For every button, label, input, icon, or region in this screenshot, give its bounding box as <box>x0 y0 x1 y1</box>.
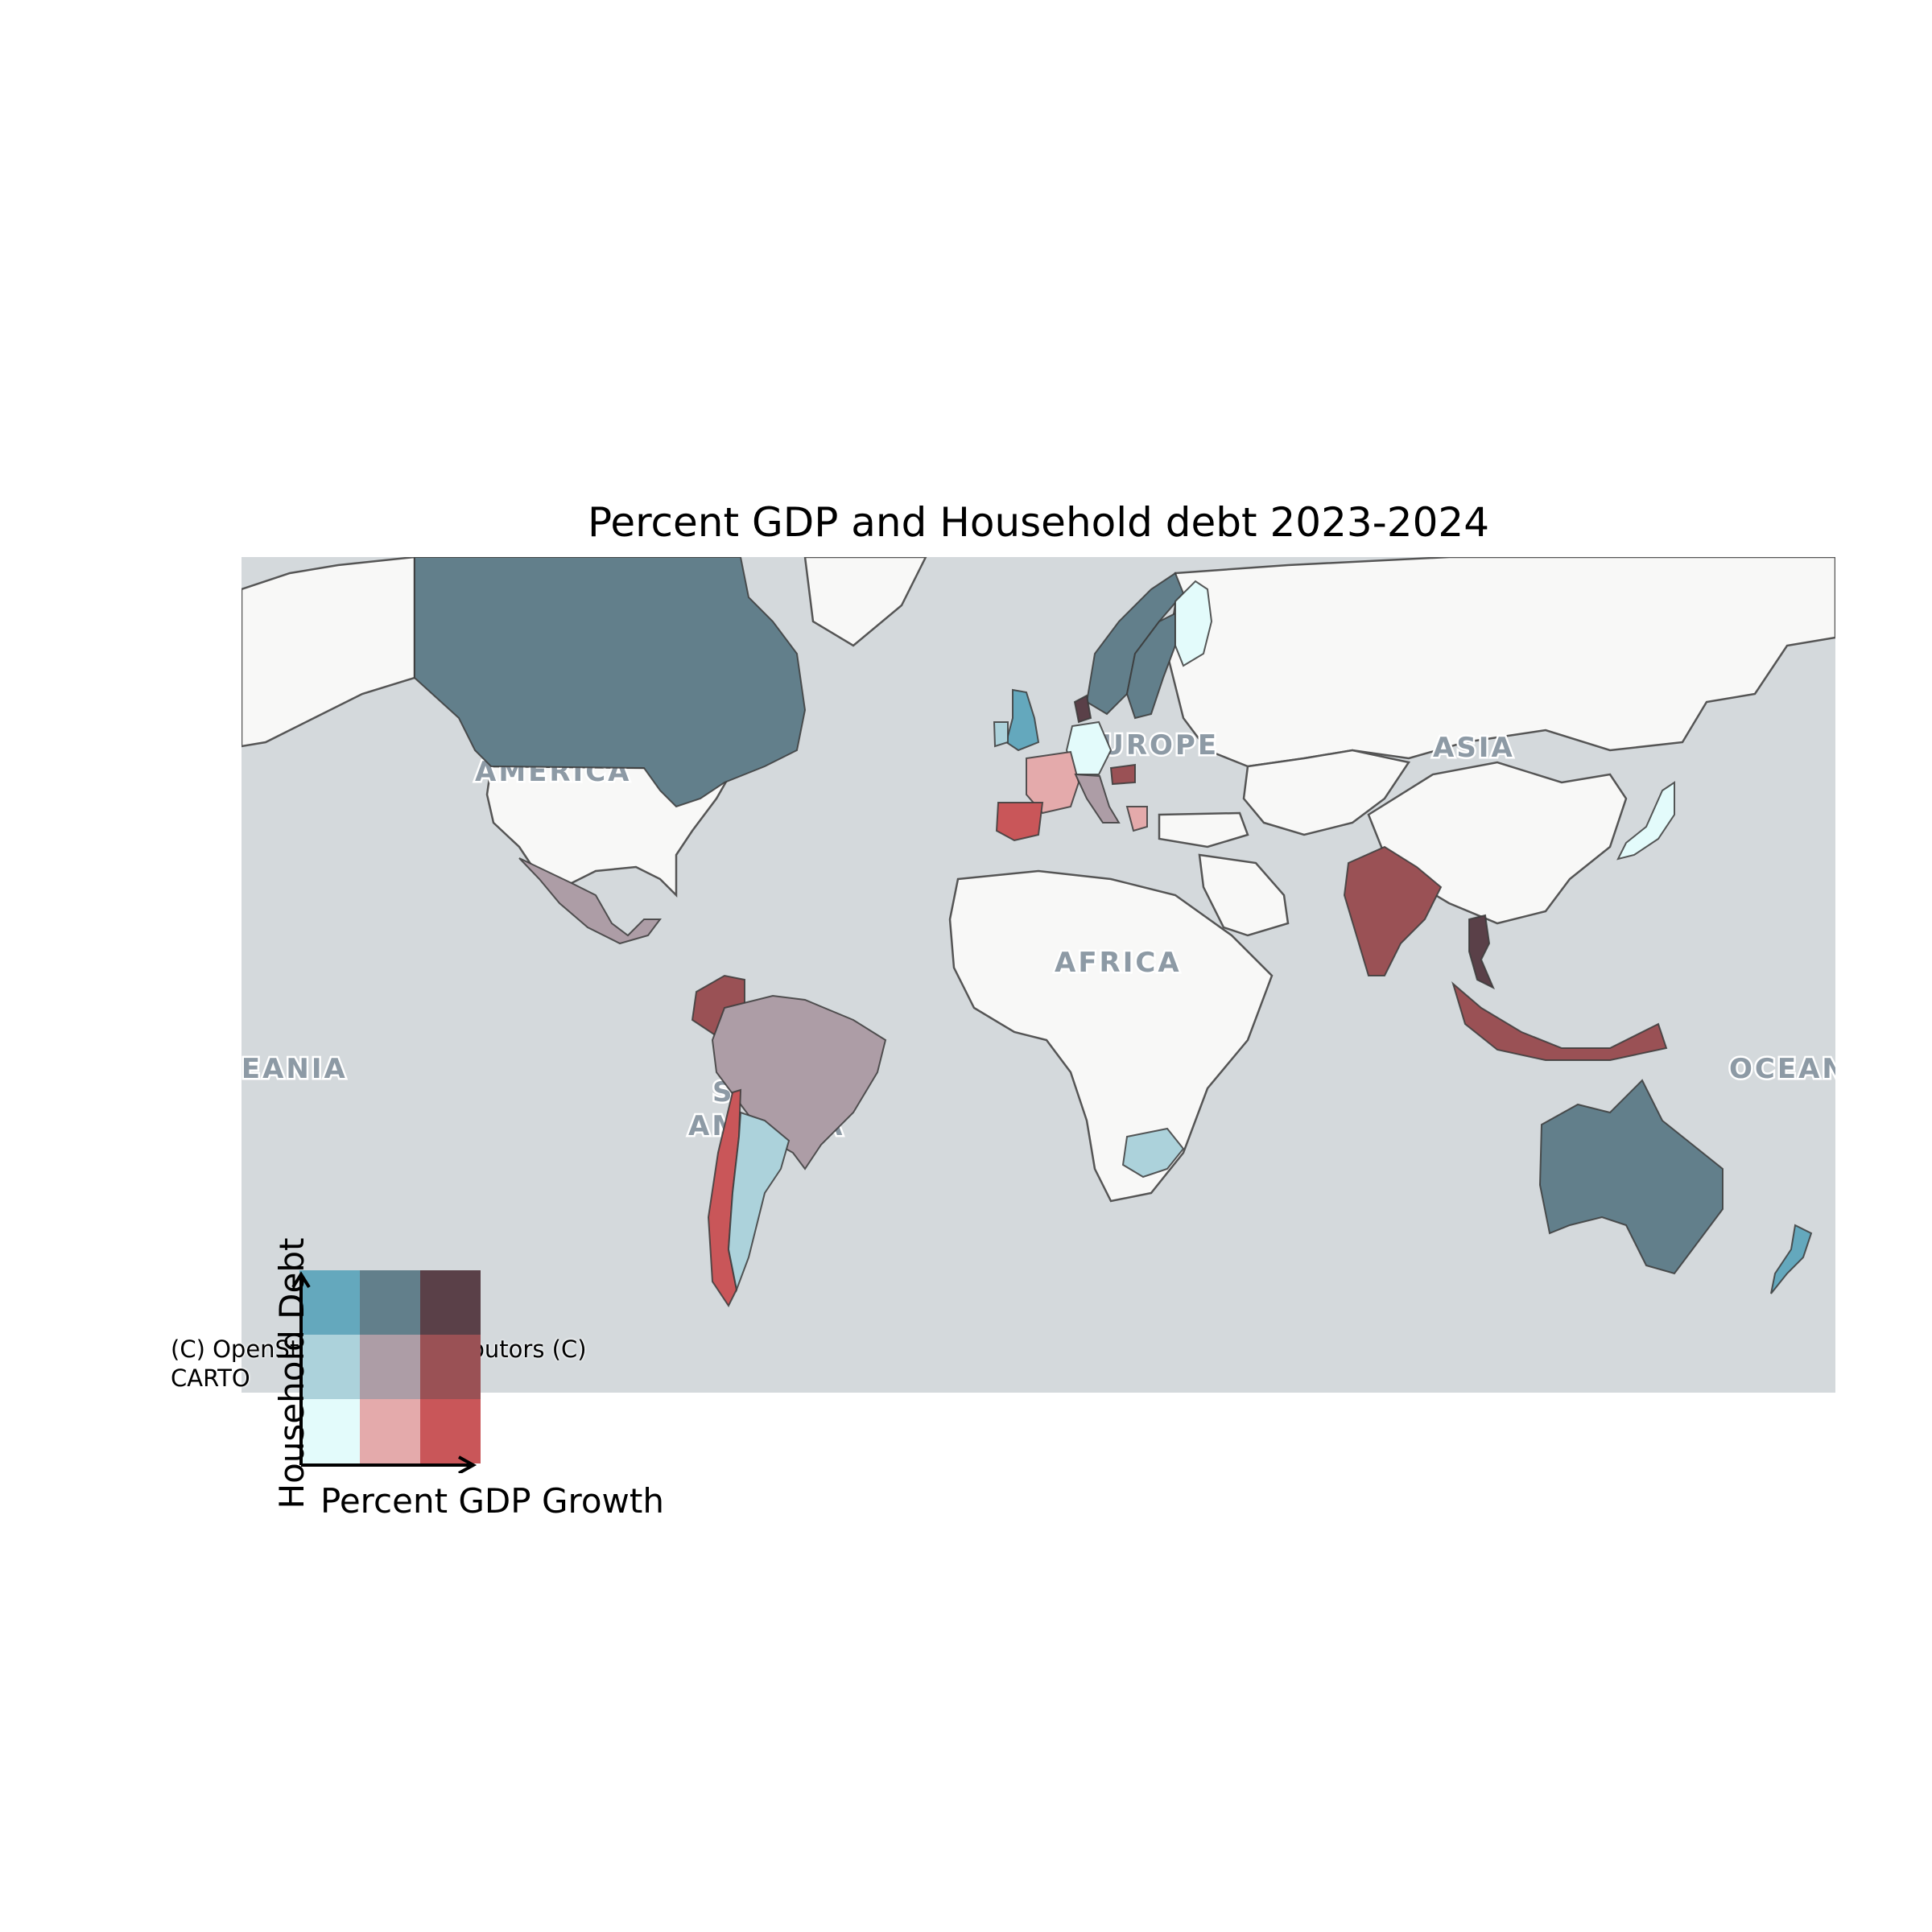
country-greece <box>1125 806 1148 832</box>
legend-cell <box>360 1270 420 1335</box>
country-uk <box>1005 688 1040 752</box>
label-asia: ASIA <box>1433 732 1515 764</box>
country-canada <box>414 557 807 808</box>
legend-y-label: Household Debt <box>272 1237 312 1509</box>
land-turkey <box>1158 811 1249 848</box>
legend-axes <box>291 1271 477 1473</box>
map-frame[interactable]: AMERICA ASIA EUROPE AFRICA SOUTH AMERICA… <box>242 557 1835 1393</box>
legend-cell <box>299 1270 360 1335</box>
world-map[interactable]: AMERICA ASIA EUROPE AFRICA SOUTH AMERICA… <box>242 557 1835 1393</box>
country-argentina <box>727 1111 791 1293</box>
legend-cell <box>420 1335 481 1399</box>
map-title: Percent GDP and Household debt 2023-2024 <box>587 499 1490 546</box>
label-oceania-left: OCEANIA <box>242 1053 348 1085</box>
legend-cell <box>360 1399 420 1463</box>
legend-cell <box>420 1399 481 1463</box>
legend-cell <box>360 1335 420 1399</box>
country-spain <box>995 802 1044 842</box>
land-greenland <box>803 557 927 647</box>
land-central-asia <box>1242 749 1411 836</box>
country-ireland <box>993 721 1009 748</box>
country-indonesia <box>1451 981 1668 1061</box>
country-finland <box>1174 580 1213 667</box>
country-new-zealand <box>1770 1224 1813 1294</box>
land-alaska <box>242 557 416 748</box>
attribution-line-2: CARTO <box>171 1364 250 1392</box>
country-italy <box>1074 773 1121 824</box>
country-south-africa <box>1121 1127 1185 1179</box>
country-denmark <box>1073 694 1092 724</box>
label-oceania-right: OCEANIA <box>1729 1053 1835 1085</box>
legend-x-label: Percent GDP Growth <box>320 1481 664 1521</box>
country-thailand <box>1468 914 1495 990</box>
country-india <box>1343 845 1443 976</box>
country-australia <box>1538 1079 1724 1275</box>
bivariate-legend <box>299 1270 481 1463</box>
country-germany <box>1065 720 1113 775</box>
legend-cell <box>299 1335 360 1399</box>
country-france <box>1026 750 1080 815</box>
country-mexico <box>518 857 662 945</box>
basemap-land <box>242 557 1835 1203</box>
legend-cell <box>420 1270 481 1335</box>
land-saudi-arabia <box>1198 853 1290 937</box>
country-japan <box>1616 781 1675 861</box>
land-russia <box>1166 557 1835 768</box>
country-hungary <box>1109 763 1136 786</box>
countries[interactable] <box>414 557 1813 1307</box>
country-brazil <box>711 994 887 1170</box>
land-africa <box>948 869 1274 1203</box>
legend-cell <box>299 1399 360 1463</box>
label-africa: AFRICA <box>1055 947 1182 979</box>
